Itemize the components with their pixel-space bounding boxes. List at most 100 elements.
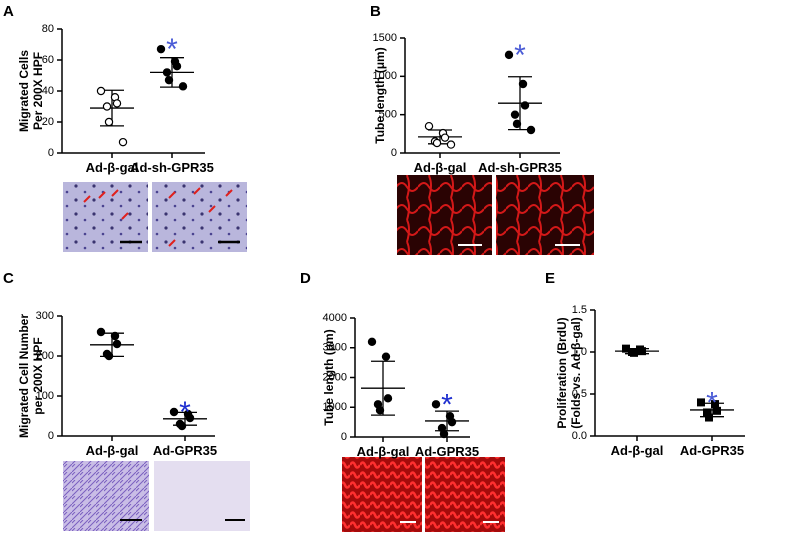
y-axis-label: Per 200X HPF (31, 52, 45, 130)
significance-marker: * (441, 388, 453, 421)
y-axis-label: Migrated Cells (17, 50, 31, 132)
data-point (703, 408, 711, 417)
micrograph-images (63, 175, 594, 532)
data-point (156, 44, 166, 54)
significance-marker: * (706, 386, 718, 419)
data-point (711, 400, 719, 409)
data-point (172, 61, 182, 71)
panel-label: A (3, 3, 14, 20)
data-point (96, 327, 106, 337)
panel-label: C (3, 270, 14, 287)
y-tick-label: 1.5 (572, 304, 587, 316)
image (496, 175, 594, 255)
image (425, 457, 505, 532)
data-point (118, 137, 128, 147)
x-tick-label: Ad-GPR35 (153, 443, 217, 458)
data-point (104, 117, 114, 127)
panel-label: D (300, 270, 311, 287)
image (63, 182, 148, 252)
data-point (520, 101, 530, 110)
y-tick-label: 1.0 (572, 346, 587, 358)
data-point (622, 344, 630, 353)
data-point (367, 337, 377, 346)
y-tick-label: 0 (341, 431, 347, 443)
y-tick-label: 0 (48, 430, 54, 442)
data-point (164, 75, 174, 85)
data-point (110, 331, 120, 341)
data-point (512, 119, 522, 129)
y-tick-label: 0 (48, 147, 54, 159)
y-tick-label: 60 (42, 54, 54, 66)
significance-marker: * (514, 39, 526, 72)
x-tick-label: Ad-GPR35 (415, 444, 479, 459)
data-point (112, 99, 122, 108)
y-tick-label: 0.5 (572, 388, 587, 400)
data-point (375, 406, 385, 415)
data-point (638, 347, 646, 356)
y-tick-label: 1500 (373, 32, 397, 44)
y-tick-label: 200 (36, 350, 54, 362)
y-tick-label: 2000 (323, 371, 347, 383)
x-tick-label: Ad-sh-GPR35 (478, 160, 562, 175)
image (342, 457, 422, 532)
data-point (440, 133, 450, 142)
x-tick-label: Ad-GPR35 (680, 443, 744, 458)
y-tick-label: 100 (36, 390, 54, 402)
data-point (96, 86, 106, 96)
y-axis-label: per 200X HPF (31, 337, 45, 414)
x-tick-label: Ad-sh-GPR35 (130, 160, 214, 175)
y-tick-label: 0 (391, 147, 397, 159)
data-point (526, 125, 536, 135)
data-point (383, 394, 393, 403)
image (397, 175, 492, 255)
x-tick-label: Ad-β-gal (414, 160, 467, 175)
data-point (697, 398, 705, 407)
y-tick-label: 80 (42, 23, 54, 35)
y-tick-label: 300 (36, 310, 54, 322)
data-point (439, 429, 449, 439)
y-axis-label: Tube length (μm) (373, 47, 387, 143)
x-tick-label: Ad-β-gal (357, 444, 410, 459)
data-point (424, 121, 434, 131)
data-point (510, 110, 520, 119)
y-tick-label: 1000 (323, 401, 347, 413)
panel-label: E (545, 270, 555, 287)
data-point (104, 351, 114, 361)
data-point (102, 102, 112, 111)
data-point (177, 421, 187, 431)
x-tick-label: Ad-β-gal (86, 443, 139, 458)
data-point (112, 339, 122, 349)
data-point (447, 417, 457, 427)
y-tick-label: 4000 (323, 312, 347, 324)
data-point (432, 138, 442, 148)
data-point (713, 406, 721, 415)
data-point (446, 140, 456, 149)
significance-marker: * (166, 33, 178, 66)
data-point (705, 413, 713, 422)
panel-label: B (370, 3, 381, 20)
y-axis-label: (Folds vs. Ad-β-gal) (569, 317, 583, 429)
y-tick-label: 500 (379, 109, 397, 121)
y-tick-label: 3000 (323, 342, 347, 354)
data-point (431, 400, 441, 409)
data-point (178, 82, 188, 91)
data-point (169, 407, 179, 417)
data-point (630, 348, 638, 357)
y-tick-label: 0.0 (572, 430, 587, 442)
y-tick-label: 40 (42, 85, 54, 97)
data-point (381, 352, 391, 361)
x-tick-label: Ad-β-gal (611, 443, 664, 458)
data-point (518, 79, 528, 89)
x-tick-label: Ad-β-gal (86, 160, 139, 175)
y-axis-label: Proliferation (BrdU) (555, 317, 569, 428)
significance-marker: * (179, 396, 191, 429)
y-tick-label: 20 (42, 116, 54, 128)
y-axis-label: Migrated Cell Number (17, 314, 31, 438)
data-point (185, 413, 195, 423)
image (152, 182, 247, 252)
data-point (504, 50, 514, 60)
y-tick-label: 1000 (373, 70, 397, 82)
data-point (162, 68, 172, 77)
y-axis-label: Tube length (μm) (322, 329, 336, 425)
